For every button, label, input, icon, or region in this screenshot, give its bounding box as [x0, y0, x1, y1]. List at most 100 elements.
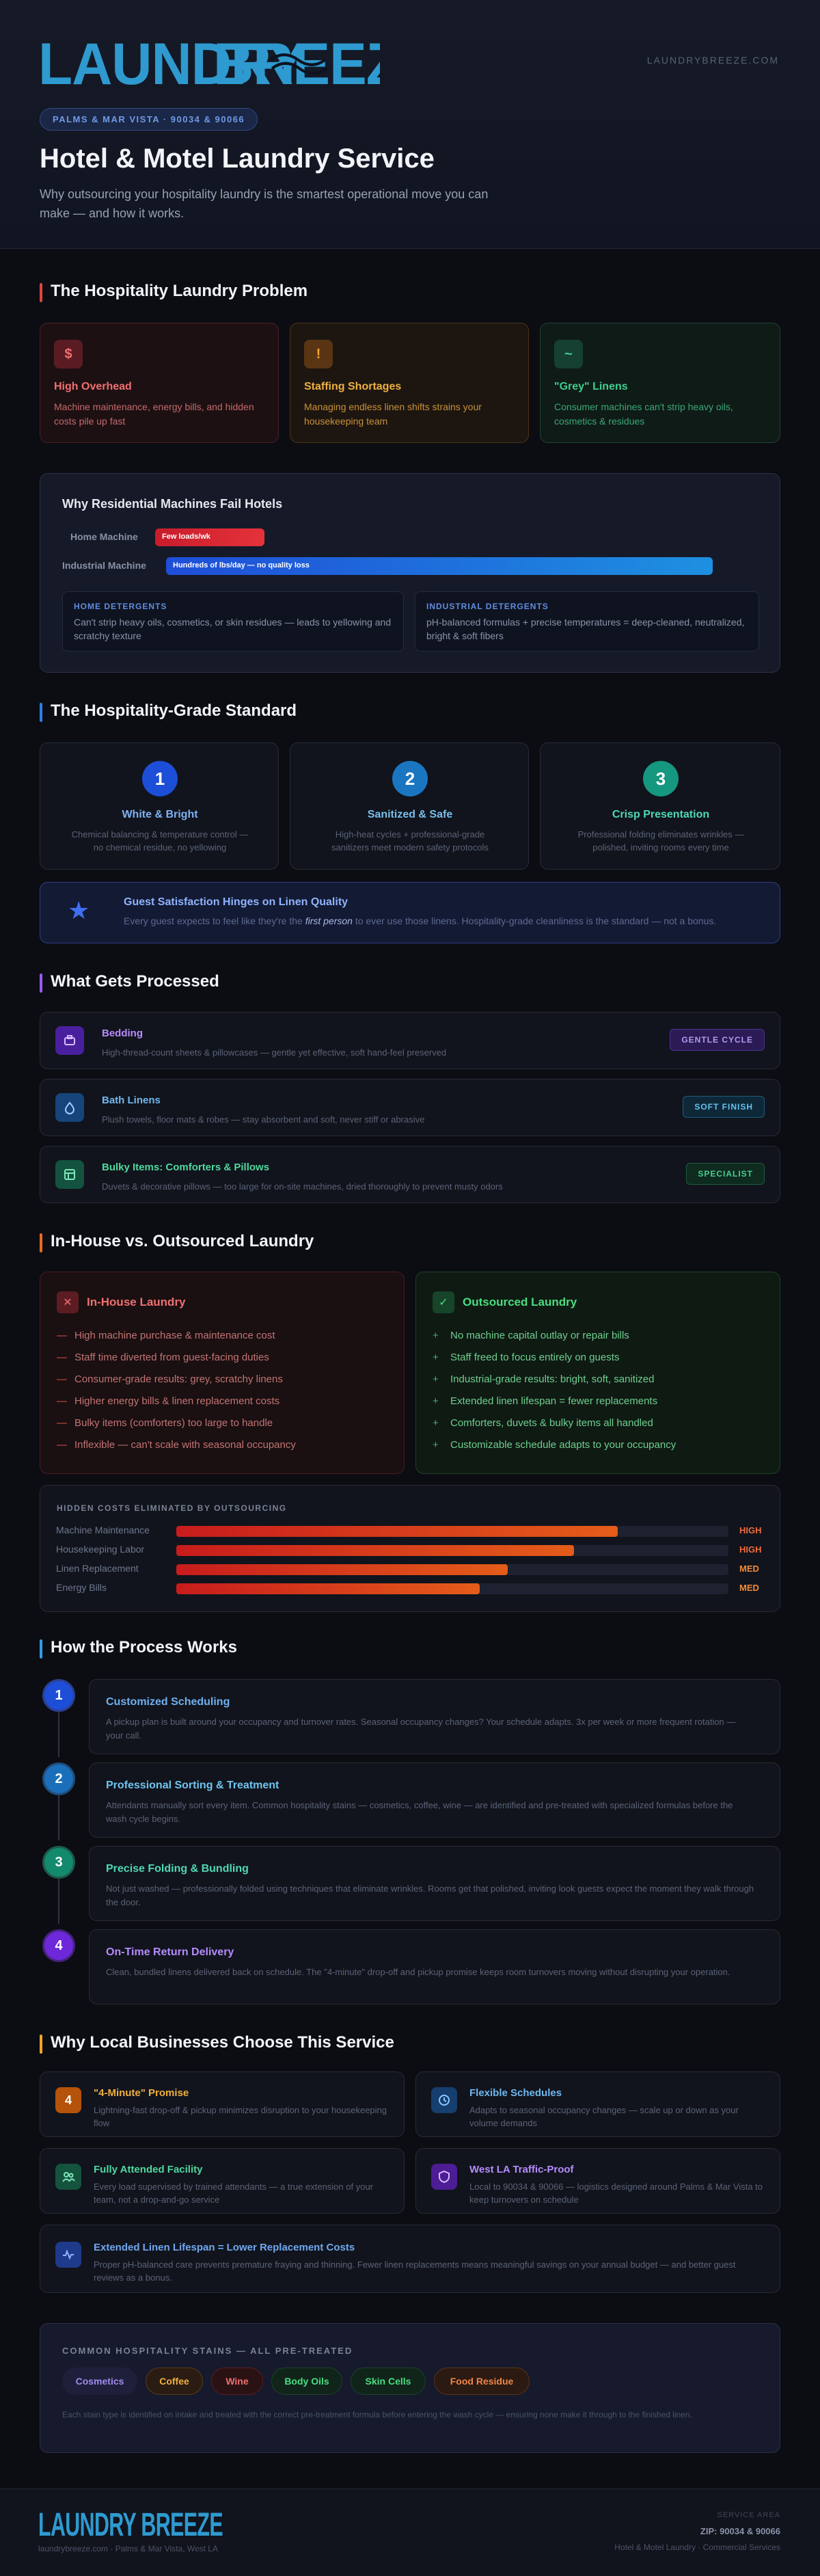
step-number: 1 [142, 761, 178, 796]
problem-card-title: Staffing Shortages [304, 381, 402, 392]
standard-card-crisp: 3 Crisp Presentation Professional foldin… [540, 742, 780, 870]
stain-chip-cosmetics: Cosmetics [62, 2367, 137, 2395]
industrial-detergents-box: INDUSTRIAL DETERGENTS pH-balanced formul… [415, 591, 759, 652]
wave-icon: ~ [554, 340, 583, 368]
why-card-four-minute: 4 "4-Minute" Promise Lightning-fast drop… [40, 2071, 405, 2137]
minus-icon: — [57, 1417, 67, 1429]
problem-card-title: "Grey" Linens [554, 381, 628, 392]
page-title: Hotel & Motel Laundry Service [40, 144, 435, 174]
why-card-title: West LA Traffic-Proof [469, 2164, 574, 2175]
inhouse-panel: ✕ In-House Laundry — High machine purchas… [40, 1272, 405, 1474]
footer-logo-wordmark: LAUNDRY BREEZE [38, 2507, 223, 2543]
step-connector [58, 1879, 59, 1924]
hidden-cost-level: HIGH [739, 1525, 762, 1535]
why-card-title: Flexible Schedules [469, 2087, 562, 2099]
process-step-desc: Not just washed — professionally folded … [106, 1883, 754, 1907]
standard-card-title: Sanitized & Safe [367, 809, 453, 820]
step-connector [58, 1712, 59, 1757]
site-url[interactable]: LAUNDRYBREEZE.COM [646, 55, 779, 66]
hidden-cost-track [176, 1545, 728, 1556]
minus-icon: — [57, 1395, 67, 1407]
bed-icon [55, 1026, 84, 1055]
process-step-title: Professional Sorting & Treatment [106, 1780, 279, 1791]
hidden-cost-label: Linen Replacement [56, 1563, 139, 1574]
industrial-machine-label: Industrial Machine [62, 560, 146, 571]
standard-card-title: White & Bright [122, 809, 198, 820]
section-heading-standard: The Hospitality-Grade Standard [40, 701, 297, 722]
check-icon: ✓ [433, 1291, 454, 1313]
dollar-icon: $ [54, 340, 83, 368]
brand-logo[interactable]: LAUNDRY BREEZE [38, 27, 437, 109]
stain-chip-body-oils: Body Oils [271, 2367, 342, 2395]
specialist-tag: SPECIALIST [686, 1163, 765, 1185]
why-card-title: Fully Attended Facility [94, 2164, 203, 2175]
step-number: 1 [42, 1679, 75, 1712]
process-step-title: Customized Scheduling [106, 1696, 230, 1708]
footer-service-area: SERVICE AREA [717, 2511, 780, 2519]
processed-item-desc: High-thread-count sheets & pillowcases —… [102, 1047, 447, 1058]
standard-card-desc: Chemical balancing & temperature control… [71, 829, 249, 853]
problem-card-staffing: ! Staffing Shortages Managing endless li… [290, 323, 529, 443]
step-number: 2 [42, 1762, 75, 1795]
logo-wordmark: LAUNDRY BREEZE [38, 31, 437, 96]
hidden-costs-heading: HIDDEN COSTS ELIMINATED BY OUTSOURCING [57, 1503, 287, 1513]
why-card-title: Extended Linen Lifespan = Lower Replacem… [94, 2242, 355, 2253]
process-step-title: On-Time Return Delivery [106, 1946, 234, 1958]
processed-item-bath: Bath Linens Plush towels, floor mats & r… [40, 1079, 780, 1136]
home-detergents-desc: Can't strip heavy oils, cosmetics, or sk… [74, 617, 392, 641]
why-card-desc: Local to 90034 & 90066 — logistics desig… [469, 2182, 763, 2205]
why-card-desc: Lightning-fast drop-off & pickup minimiz… [94, 2105, 387, 2128]
processed-item-title: Bath Linens [102, 1095, 161, 1106]
minus-icon: — [57, 1330, 67, 1341]
processed-item-desc: Duvets & decorative pillows — too large … [102, 1181, 503, 1192]
plus-icon: + [433, 1395, 439, 1407]
stain-chip-food-residue: Food Residue [434, 2367, 530, 2395]
why-card-linen-lifespan: Extended Linen Lifespan = Lower Replacem… [40, 2225, 780, 2293]
footer: LAUNDRY BREEZE laundrybreeze.com · Palms… [0, 2488, 820, 2576]
problem-card-desc: Machine maintenance, energy bills, and h… [54, 401, 254, 427]
alert-icon: ! [304, 340, 333, 368]
stain-chip-wine: Wine [211, 2367, 263, 2395]
why-card-traffic-proof: West LA Traffic-Proof Local to 90034 & 9… [415, 2148, 780, 2214]
standard-card-title: Crisp Presentation [612, 809, 710, 820]
people-icon [55, 2164, 81, 2190]
why-card-desc: Proper pH-balanced care prevents prematu… [94, 2259, 736, 2283]
banner-title: Guest Satisfaction Hinges on Linen Quali… [124, 896, 348, 908]
problem-card-grey-linens: ~ "Grey" Linens Consumer machines can't … [540, 323, 780, 443]
gentle-cycle-tag: GENTLE CYCLE [670, 1029, 765, 1051]
shield-icon [431, 2164, 457, 2190]
process-step-card: Precise Folding & Bundling Not just wash… [89, 1846, 780, 1921]
hidden-cost-fill [176, 1526, 618, 1537]
service-area-badge: PALMS & MAR VISTA · 90034 & 90066 [40, 108, 258, 131]
why-card-desc: Adapts to seasonal occupancy changes — s… [469, 2105, 739, 2128]
footer-logo[interactable]: LAUNDRY BREEZE [38, 2504, 230, 2545]
processed-item-title: Bedding [102, 1028, 143, 1039]
process-step-card: Customized Scheduling A pickup plan is b… [89, 1679, 780, 1754]
hidden-cost-fill [176, 1545, 574, 1556]
hidden-cost-level: MED [739, 1583, 759, 1593]
hidden-cost-level: MED [739, 1564, 759, 1574]
banner-text: Every guest expects to feel like they're… [124, 915, 717, 926]
stains-heading: COMMON HOSPITALITY STAINS — ALL PRE-TREA… [62, 2346, 353, 2356]
step-connector [58, 1795, 59, 1840]
svg-text:LAUNDRY: LAUNDRY [38, 31, 305, 96]
minus-icon: — [57, 1439, 67, 1451]
machines-panel: Why Residential Machines Fail Hotels Hom… [40, 473, 780, 673]
hidden-cost-fill [176, 1564, 508, 1575]
why-card-desc: Every load supervised by trained attenda… [94, 2182, 374, 2205]
close-icon: ✕ [57, 1291, 79, 1313]
box-icon [55, 1160, 84, 1189]
soft-finish-tag: SOFT FINISH [683, 1096, 765, 1118]
process-step-desc: Clean, bundled linens delivered back on … [106, 1967, 730, 1977]
step-number: 4 [42, 1929, 75, 1962]
hidden-cost-track [176, 1564, 728, 1575]
guest-satisfaction-banner: ★ Guest Satisfaction Hinges on Linen Qua… [40, 882, 780, 943]
hidden-cost-track [176, 1583, 728, 1594]
machines-heading: Why Residential Machines Fail Hotels [62, 497, 283, 511]
footer-zip: ZIP: 90034 & 90066 [700, 2526, 780, 2536]
hidden-cost-fill [176, 1583, 480, 1594]
process-step-card: Professional Sorting & Treatment Attenda… [89, 1762, 780, 1838]
droplet-icon [55, 1093, 84, 1122]
industrial-machine-bar-text: Hundreds of lbs/day — no quality loss [173, 561, 310, 569]
section-heading-process: How the Process Works [40, 1638, 237, 1659]
